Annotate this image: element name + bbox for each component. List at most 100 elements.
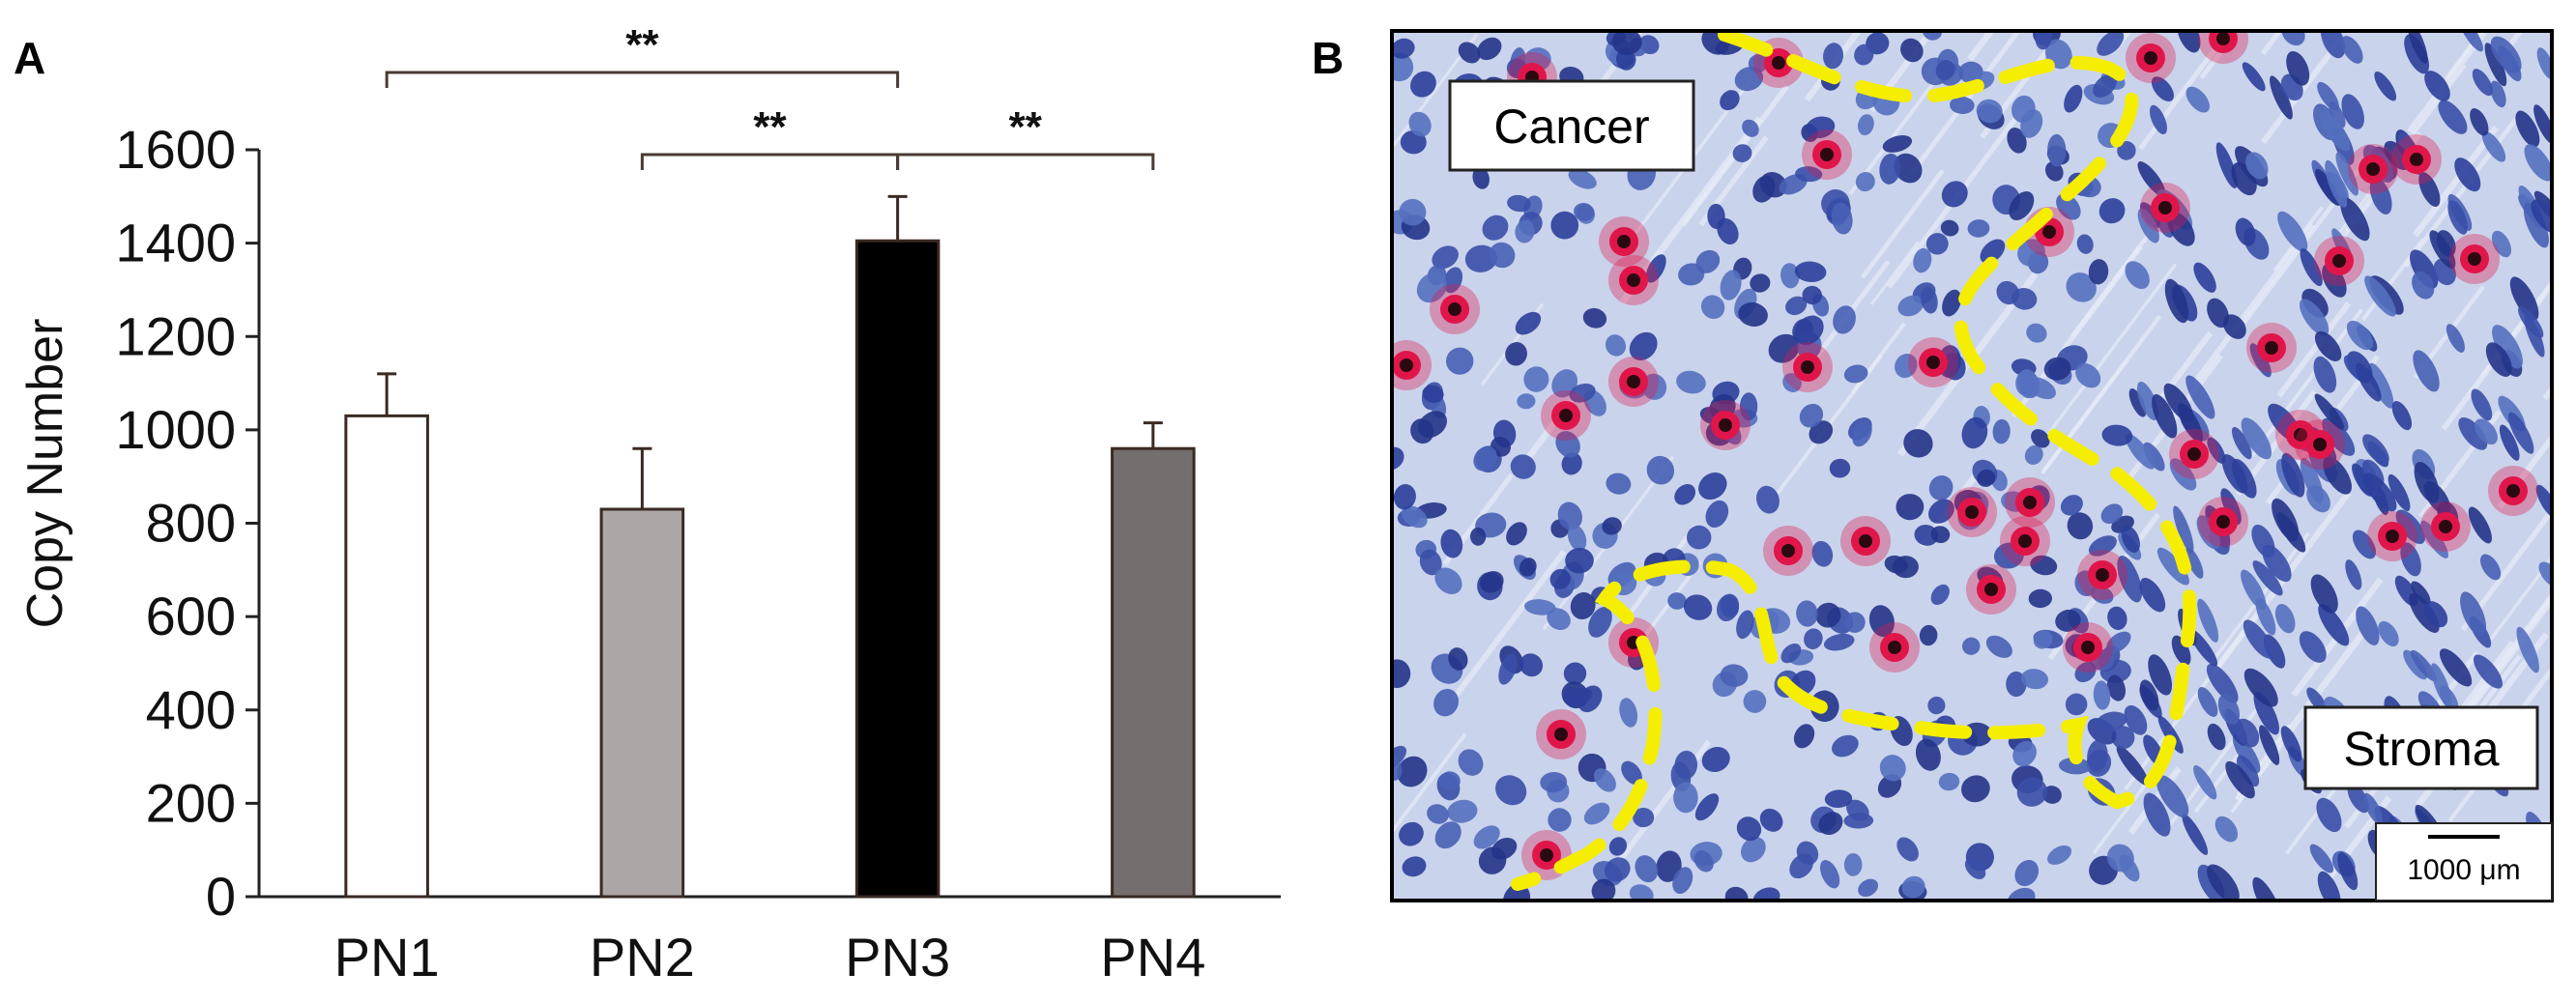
nucleus bbox=[1852, 420, 1872, 447]
nucleus bbox=[2030, 555, 2058, 576]
nucleus bbox=[1549, 568, 1571, 589]
nucleus bbox=[2516, 626, 2539, 673]
nucleus bbox=[2207, 437, 2226, 464]
nucleus bbox=[1408, 111, 1432, 137]
nucleus bbox=[1794, 261, 1827, 282]
nucleus bbox=[2035, 31, 2052, 50]
y-tick-label: 0 bbox=[206, 866, 236, 927]
nucleus bbox=[2148, 654, 2173, 696]
nucleus bbox=[1720, 270, 1742, 301]
nucleus bbox=[2093, 74, 2117, 98]
nucleus bbox=[1678, 263, 1705, 286]
nucleus bbox=[2185, 375, 2215, 419]
nucleus bbox=[1604, 857, 1631, 882]
nucleus bbox=[2458, 31, 2483, 52]
nucleus bbox=[1961, 637, 1981, 655]
significance-bracket bbox=[896, 153, 1155, 170]
nucleus bbox=[1900, 38, 1924, 63]
x-tick-label: PN4 bbox=[1100, 927, 1205, 988]
nucleus bbox=[2111, 726, 2135, 750]
nucleus bbox=[1472, 167, 1490, 189]
nucleus bbox=[1796, 600, 1818, 627]
nucleus bbox=[1434, 821, 1462, 849]
stained-cell-core bbox=[2468, 252, 2481, 266]
nucleus bbox=[1915, 738, 1941, 771]
nucleus bbox=[2362, 472, 2397, 512]
nucleus bbox=[2391, 401, 2413, 431]
fiber bbox=[1392, 732, 1467, 833]
nucleus bbox=[1818, 812, 1843, 836]
nucleus bbox=[2182, 814, 2209, 855]
nucleus bbox=[2060, 495, 2083, 516]
stained-cell-core bbox=[1554, 728, 1568, 741]
stained-cell-core bbox=[1559, 409, 1573, 422]
nucleus bbox=[2193, 262, 2216, 293]
nucleus bbox=[1738, 302, 1768, 327]
nucleus bbox=[1393, 484, 1416, 510]
nucleus bbox=[1925, 233, 1949, 255]
stained-cell-core bbox=[2332, 254, 2346, 268]
nucleus bbox=[2076, 234, 2094, 254]
y-tick-label: 800 bbox=[146, 493, 236, 554]
nucleus bbox=[1794, 315, 1824, 346]
nucleus bbox=[1432, 245, 1459, 270]
nucleus bbox=[1676, 370, 1706, 394]
nucleus bbox=[1980, 239, 2006, 264]
nucleus bbox=[1608, 837, 1628, 856]
nucleus bbox=[1700, 295, 1725, 320]
nucleus bbox=[1498, 653, 1518, 685]
nucleus bbox=[2231, 426, 2252, 460]
y-tick-label: 400 bbox=[146, 679, 236, 740]
nucleus bbox=[2245, 152, 2269, 180]
nucleus bbox=[2185, 547, 2204, 579]
nucleus bbox=[1582, 307, 1607, 329]
fiber bbox=[1450, 550, 1567, 702]
stained-cell-core bbox=[1859, 534, 1872, 548]
nucleus bbox=[2185, 86, 2210, 113]
nucleus bbox=[2403, 649, 2428, 680]
nucleus bbox=[2410, 649, 2438, 682]
nucleus bbox=[1523, 366, 1549, 392]
fiber bbox=[2036, 263, 2178, 450]
nucleus bbox=[1901, 875, 1925, 899]
nucleus bbox=[2340, 36, 2363, 64]
nucleus bbox=[1672, 867, 1693, 895]
nucleus bbox=[2056, 193, 2081, 220]
nucleus bbox=[2531, 199, 2552, 234]
nucleus bbox=[2423, 601, 2448, 628]
nucleus bbox=[2507, 412, 2534, 454]
nucleus bbox=[1446, 347, 1474, 375]
nucleus bbox=[2484, 43, 2507, 87]
y-tick-label: 200 bbox=[146, 772, 236, 833]
nucleus bbox=[1399, 198, 1427, 226]
significance-bracket bbox=[640, 153, 900, 170]
nucleus bbox=[2460, 591, 2487, 637]
stained-cell-core bbox=[2018, 534, 2032, 548]
red-stained-cells bbox=[1392, 31, 2538, 880]
nucleus bbox=[2490, 36, 2522, 73]
nucleus bbox=[2152, 393, 2178, 439]
nucleus bbox=[1567, 524, 1587, 552]
nucleus bbox=[1793, 724, 1815, 749]
nucleus bbox=[1561, 452, 1582, 475]
nucleus bbox=[2323, 456, 2352, 495]
nucleus bbox=[2281, 452, 2305, 498]
nucleus bbox=[1789, 853, 1814, 879]
nucleus bbox=[2299, 631, 2327, 663]
nucleus bbox=[2169, 458, 2197, 491]
nucleus bbox=[1752, 887, 1780, 901]
nucleus bbox=[1674, 750, 1698, 780]
nucleus bbox=[1480, 571, 1504, 593]
nucleus bbox=[1743, 690, 1767, 713]
cancer-label-box: Cancer bbox=[1448, 79, 1695, 172]
nucleus bbox=[2124, 704, 2148, 735]
nucleus bbox=[2491, 230, 2512, 258]
fiber bbox=[2260, 31, 2283, 55]
nucleus bbox=[2125, 261, 2150, 290]
nucleus bbox=[1410, 418, 1434, 444]
nucleus bbox=[1520, 653, 1544, 677]
nucleus bbox=[1961, 416, 1988, 449]
nucleus bbox=[2533, 104, 2552, 144]
nucleus bbox=[2017, 369, 2041, 398]
